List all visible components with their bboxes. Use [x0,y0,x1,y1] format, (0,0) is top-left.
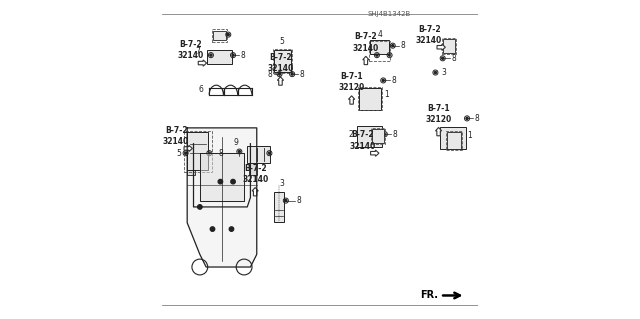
Text: B-7-2
32140: B-7-2 32140 [353,33,379,53]
FancyArrow shape [363,56,369,65]
Text: 5: 5 [280,37,285,46]
Text: 1: 1 [384,90,388,99]
Circle shape [466,117,468,119]
Bar [249,156,257,175]
Circle shape [291,73,293,75]
FancyBboxPatch shape [273,50,291,71]
Text: FR.: FR. [420,291,438,300]
Circle shape [229,227,234,231]
Circle shape [382,79,384,81]
Bar [184,131,212,172]
Text: B-7-1
32120: B-7-1 32120 [426,104,452,124]
Circle shape [384,133,386,135]
Text: 8: 8 [391,76,396,85]
Circle shape [285,200,287,202]
Circle shape [238,151,241,152]
Circle shape [376,54,378,56]
Text: 8: 8 [451,54,456,63]
Polygon shape [187,128,257,267]
FancyArrow shape [198,60,207,66]
Bar [371,128,385,144]
Bar [273,49,292,72]
Circle shape [208,152,211,154]
FancyBboxPatch shape [357,126,382,147]
FancyArrow shape [371,150,379,156]
Circle shape [218,179,223,184]
Text: B-7-2
32140: B-7-2 32140 [349,130,376,151]
Bar [369,41,390,62]
Text: B-7-1
32120: B-7-1 32120 [339,72,365,92]
Circle shape [392,45,394,47]
Bar [358,87,381,110]
Text: 3: 3 [442,68,447,77]
FancyBboxPatch shape [186,132,209,170]
Text: 8: 8 [296,196,301,205]
Text: 7: 7 [195,48,200,56]
Circle shape [435,71,436,74]
Bar [187,156,195,175]
Text: 8: 8 [401,41,405,50]
Text: 8: 8 [300,70,304,78]
FancyArrow shape [435,127,442,136]
Bar [442,38,456,54]
Text: 3: 3 [280,179,285,188]
Circle shape [278,73,280,75]
Text: 8: 8 [219,149,223,158]
Circle shape [184,152,187,154]
Text: 1: 1 [468,131,472,140]
Circle shape [210,54,212,56]
Text: SHJ4B1342B: SHJ4B1342B [368,11,411,17]
FancyBboxPatch shape [246,146,270,163]
Circle shape [232,54,234,56]
FancyBboxPatch shape [440,127,466,149]
Text: 5: 5 [176,149,181,158]
Text: 2: 2 [348,130,353,139]
Circle shape [442,57,444,59]
Polygon shape [200,153,244,201]
FancyBboxPatch shape [359,88,381,109]
Text: 8: 8 [475,114,480,123]
Text: B-7-2
32140: B-7-2 32140 [268,53,294,73]
FancyBboxPatch shape [447,132,461,149]
FancyArrow shape [277,77,284,85]
Text: 4: 4 [378,30,383,39]
Text: B-7-2
32140: B-7-2 32140 [416,25,442,45]
Text: 8: 8 [268,70,273,78]
Circle shape [198,205,202,209]
Text: 8: 8 [241,51,246,60]
FancyBboxPatch shape [372,129,384,143]
FancyArrow shape [252,188,259,196]
Bar [212,29,227,41]
Text: B-7-2
32140: B-7-2 32140 [242,164,268,184]
Text: B-7-2
32140: B-7-2 32140 [163,126,189,146]
Circle shape [388,54,390,56]
FancyArrow shape [184,145,193,152]
Circle shape [227,33,229,36]
FancyBboxPatch shape [207,50,232,64]
FancyBboxPatch shape [370,40,388,54]
FancyArrow shape [437,44,445,50]
Bar [447,131,462,150]
Text: 8: 8 [393,130,397,139]
Text: 6: 6 [198,85,203,94]
FancyBboxPatch shape [273,192,284,222]
FancyBboxPatch shape [443,39,455,53]
FancyBboxPatch shape [213,31,226,40]
Text: B-7-2
32140: B-7-2 32140 [177,40,204,61]
Text: 9: 9 [234,137,239,147]
Circle shape [211,227,214,231]
Circle shape [231,179,236,184]
Circle shape [268,152,271,154]
FancyArrow shape [349,96,355,104]
